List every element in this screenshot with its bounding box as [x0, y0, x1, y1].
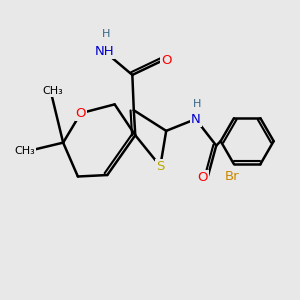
Text: N: N — [191, 112, 200, 126]
Text: H: H — [193, 99, 201, 109]
Text: S: S — [156, 160, 164, 173]
Text: Br: Br — [225, 170, 240, 183]
Text: O: O — [161, 54, 171, 67]
Text: CH₃: CH₃ — [43, 86, 63, 96]
Text: CH₃: CH₃ — [14, 146, 35, 157]
Text: H: H — [102, 29, 110, 39]
Text: NH: NH — [94, 45, 114, 58]
Text: O: O — [198, 172, 208, 184]
Text: O: O — [76, 107, 86, 120]
